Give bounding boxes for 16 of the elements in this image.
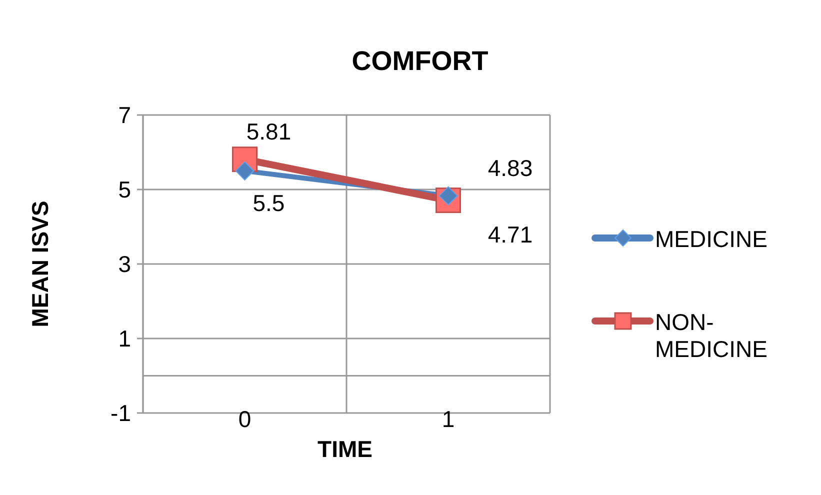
y-tick-label: -1 xyxy=(110,400,131,426)
y-axis-title: MEAN ISVS xyxy=(27,200,53,328)
data-label: 4.71 xyxy=(488,221,533,248)
legend-label: MEDICINE xyxy=(655,226,768,252)
x-tick-label: 0 xyxy=(238,406,252,432)
chart-title: COMFORT xyxy=(352,46,489,76)
y-tick-label: 5 xyxy=(118,176,131,202)
data-label: 5.5 xyxy=(252,190,285,216)
y-tick-label: 1 xyxy=(118,326,131,352)
point xyxy=(235,161,254,180)
data-label: 5.81 xyxy=(246,118,292,144)
y-tick-label: 3 xyxy=(118,251,131,277)
legend-label: NON-MEDICINE xyxy=(655,309,768,362)
x-axis-title: TIME xyxy=(318,436,372,462)
y-tick-label: 7 xyxy=(118,102,131,128)
data-label: 4.83 xyxy=(488,154,533,181)
